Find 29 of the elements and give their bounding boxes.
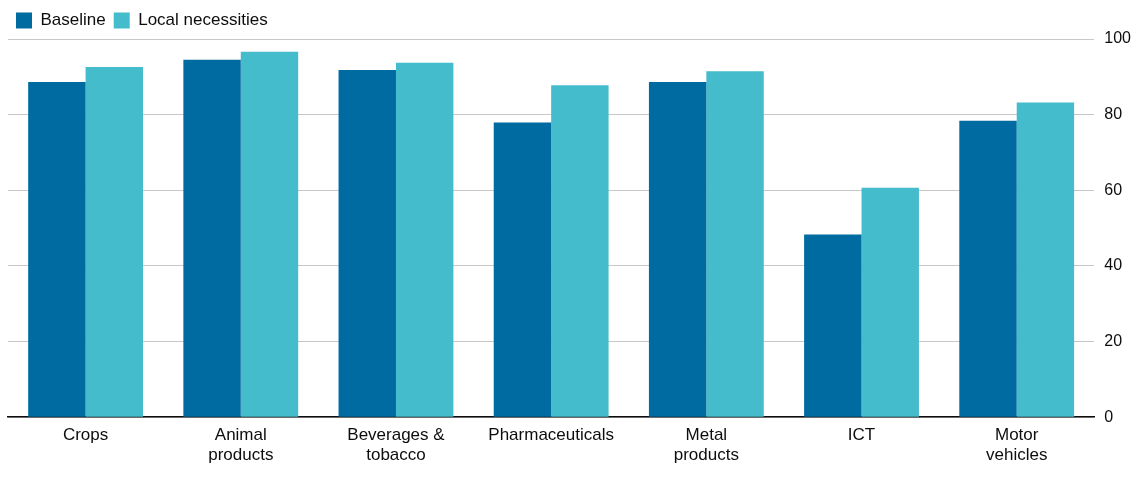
bar: [395, 62, 454, 417]
bar: [493, 122, 552, 417]
y-tick-label: 0: [1104, 407, 1114, 425]
x-tick-label: Motor vehicles: [986, 425, 1048, 465]
bar: [861, 187, 919, 417]
bar: [28, 82, 86, 417]
bar: [338, 70, 396, 417]
y-tick-label: 100: [1104, 29, 1132, 47]
bar: [1016, 102, 1075, 417]
x-tick-label: ICT: [847, 425, 876, 445]
legend-label: Baseline: [40, 10, 106, 30]
y-tick-label: 20: [1104, 331, 1123, 349]
x-tick-label: Animal products: [208, 425, 274, 465]
bar: [85, 66, 144, 417]
y-tick-label: 80: [1104, 105, 1123, 123]
x-tick-label: Metal products: [673, 425, 739, 465]
bar: [551, 85, 609, 417]
bar: [959, 120, 1017, 417]
bar: [648, 82, 707, 417]
x-tick-label: Beverages & tobacco: [347, 425, 446, 465]
bar: [706, 71, 764, 417]
y-tick-label: 40: [1104, 256, 1123, 274]
x-tick-label: Crops: [62, 425, 109, 445]
bar: [183, 59, 241, 417]
bar: [240, 51, 299, 417]
bar: [804, 234, 862, 417]
x-tick-label: Pharmaceuticals: [488, 425, 614, 445]
legend-label: Local necessities: [138, 10, 268, 30]
y-tick-label: 60: [1104, 180, 1123, 198]
